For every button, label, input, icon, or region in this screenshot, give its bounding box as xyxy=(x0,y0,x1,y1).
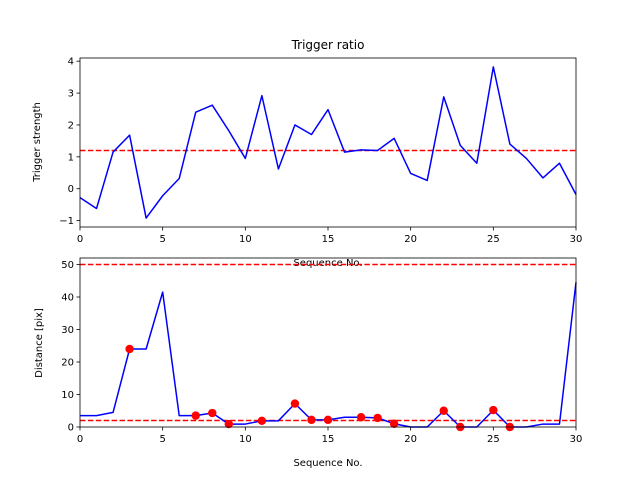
x-axis-label: Sequence No. xyxy=(293,458,362,469)
chart-title: Trigger ratio xyxy=(291,38,365,52)
y-axis-label: Distance [pix] xyxy=(34,308,45,378)
y-tick-label: 50 xyxy=(61,260,74,271)
data-point xyxy=(489,405,498,415)
data-point xyxy=(290,399,300,408)
x-tick-label: 0 xyxy=(77,434,83,445)
y-tick-label: 0 xyxy=(68,184,74,195)
x-tick-label: 20 xyxy=(404,434,417,445)
distance-chart: Distance [pix] 0 5 10 15 20 25 30 0 10 20 30 40 50 S… xyxy=(34,257,583,469)
x-tick-label: 5 xyxy=(159,434,165,445)
data-point xyxy=(191,411,200,420)
y-tick-label: 10 xyxy=(61,390,74,401)
x-tick-label: 20 xyxy=(404,234,417,245)
axes-frame xyxy=(79,257,577,428)
y-tick-label: 1 xyxy=(68,152,74,163)
data-point xyxy=(224,419,233,429)
series-line xyxy=(80,282,577,428)
x-tick-label: 10 xyxy=(239,434,252,445)
data-point xyxy=(373,413,382,423)
data-point xyxy=(125,344,134,354)
y-tick-label: 2 xyxy=(68,120,74,131)
x-tick-label: 10 xyxy=(239,234,252,245)
y-tick-label: 20 xyxy=(61,358,74,369)
trigger-ratio-chart: Trigger ratio Trigger strength 0 5 10 15 20 2… xyxy=(32,38,582,269)
y-axis-label: Trigger strength xyxy=(32,102,43,183)
y-tick-label: −1 xyxy=(59,216,74,227)
y-tick-label: 40 xyxy=(61,293,74,304)
x-tick-label: 15 xyxy=(322,234,335,245)
y-tick-label: 0 xyxy=(68,423,74,434)
x-tick-label: 30 xyxy=(570,234,583,245)
x-tick-label: 30 xyxy=(570,434,583,445)
x-tick-label: 15 xyxy=(322,434,335,445)
y-tick-label: 4 xyxy=(68,57,74,68)
x-tick-label: 5 xyxy=(159,234,165,245)
data-point xyxy=(257,416,267,426)
data-point xyxy=(307,415,316,425)
data-point xyxy=(356,413,366,422)
y-tick-label: 3 xyxy=(68,89,74,100)
x-tick-label: 25 xyxy=(487,234,500,245)
series-line xyxy=(79,66,577,219)
axes-frame xyxy=(79,57,577,228)
x-tick-label: 0 xyxy=(77,234,83,245)
data-point xyxy=(208,408,217,418)
data-point xyxy=(323,415,333,425)
y-tick-label: 30 xyxy=(61,325,74,336)
data-point xyxy=(389,419,399,428)
x-axis-label: Sequence No. xyxy=(293,258,362,269)
plot-area: 0 5 10 15 20 25 30 0 10 20 30 40 50 xyxy=(61,257,583,445)
x-tick-label: 25 xyxy=(487,434,500,445)
data-point xyxy=(439,406,448,415)
